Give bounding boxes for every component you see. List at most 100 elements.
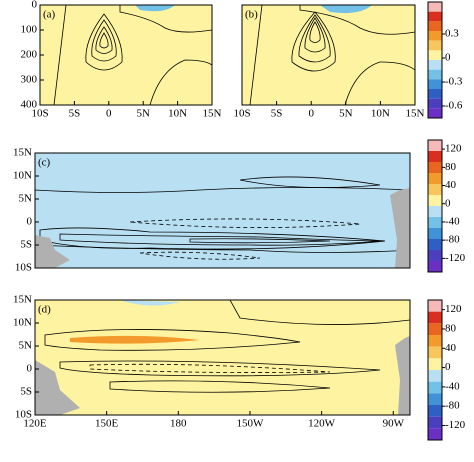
colorbar-swatch xyxy=(428,217,442,228)
y-tick-label: 5N xyxy=(19,193,33,205)
colorbar-swatch xyxy=(428,261,442,272)
colorbar-tick-label: -40 xyxy=(445,380,460,392)
y-tick-label: 5S xyxy=(20,239,32,251)
x-tick-label: 150W xyxy=(237,418,265,430)
colorbar-swatch xyxy=(428,11,442,22)
colorbar-tick-label: -120 xyxy=(445,252,466,264)
field-b xyxy=(242,5,415,105)
x-tick-label: 5N xyxy=(339,108,353,120)
colorbar-swatch xyxy=(428,98,442,109)
x-tick-label: 10S xyxy=(233,108,250,120)
colorbar-swatch xyxy=(428,195,442,206)
colorbar-tick-label: 80 xyxy=(445,322,457,334)
y-tick-label: 0 xyxy=(27,363,33,375)
colorbar-tick-label: 120 xyxy=(445,303,462,315)
y-tick-label: 0 xyxy=(32,0,38,11)
colorbar-frame xyxy=(427,139,443,273)
colorbar-swatch xyxy=(428,370,442,382)
colorbar-swatch xyxy=(428,228,442,239)
colorbar-swatch xyxy=(428,60,442,70)
y-tick-label: 5N xyxy=(19,340,33,352)
plot-frame xyxy=(34,152,411,269)
x-tick-label: 5S xyxy=(271,108,283,120)
colorbar-tick-label: 0 xyxy=(445,361,451,373)
colorbar-swatch xyxy=(428,31,442,41)
colorbar-swatch xyxy=(428,405,442,417)
colorbar-swatch xyxy=(428,311,442,324)
y-tick-label: 5S xyxy=(20,386,32,398)
colorbar-tick-label: 40 xyxy=(445,342,457,354)
colorbar-frame xyxy=(427,1,443,119)
colorbar-tick-label: -0.6 xyxy=(445,100,463,112)
y-tick-label: 15N xyxy=(13,294,32,306)
y-tick-label: 0 xyxy=(27,216,33,228)
colorbar-swatch xyxy=(428,358,442,370)
colorbar-tick-label: -80 xyxy=(445,234,460,246)
panel-label: (b) xyxy=(245,9,258,21)
x-tick-label: 180 xyxy=(170,418,187,430)
field-c xyxy=(35,153,410,268)
y-tick-label: 10S xyxy=(15,409,32,421)
colorbar-tick-label: 0 xyxy=(445,52,451,64)
colorbar-swatch xyxy=(428,89,442,99)
y-tick-label: 400 xyxy=(21,99,38,111)
plot-frame xyxy=(241,4,416,106)
colorbar-tick-label: 80 xyxy=(445,161,457,173)
x-tick-label: 10N xyxy=(168,108,187,120)
colorbar-swatch xyxy=(428,184,442,195)
x-tick-label: 150E xyxy=(95,418,119,430)
colorbar-tick-label: -80 xyxy=(445,400,460,412)
colorbar-tick-label: -40 xyxy=(445,215,460,227)
x-tick-label: 10N xyxy=(371,108,390,120)
colorbar-swatch xyxy=(428,428,442,440)
colorbar-tick-label: -0.3 xyxy=(445,76,463,88)
colorbar-swatch xyxy=(428,79,442,89)
colorbar-tick-label: 40 xyxy=(445,179,457,191)
colorbar-swatch xyxy=(428,108,442,118)
colorbar-swatch xyxy=(428,206,442,217)
colorbar-swatch xyxy=(428,40,442,51)
x-tick-label: 5S xyxy=(69,108,81,120)
colorbar-swatch xyxy=(428,346,442,359)
field-a xyxy=(40,5,212,105)
x-tick-label: 90W xyxy=(383,418,405,430)
colorbar-swatch xyxy=(428,250,442,261)
colorbar-swatch xyxy=(428,323,442,335)
colorbar-swatch xyxy=(428,2,442,12)
colorbar-swatch xyxy=(428,416,442,429)
x-tick-label: 15N xyxy=(406,108,425,120)
colorbar-swatch xyxy=(428,173,442,184)
colorbar-swatch xyxy=(428,151,442,162)
x-tick-label: 120E xyxy=(23,418,47,430)
colorbar-swatch xyxy=(428,381,442,394)
plot-frame xyxy=(34,299,411,416)
y-tick-label: 100 xyxy=(21,24,38,36)
colorbar-frame xyxy=(427,299,443,441)
colorbar-tick-label: 0 xyxy=(445,197,451,209)
colorbar-tick-label: 0.3 xyxy=(445,28,459,40)
y-tick-label: 10N xyxy=(13,317,32,329)
colorbar-swatch xyxy=(428,162,442,173)
y-tick-label: 10S xyxy=(15,262,32,274)
field-d xyxy=(35,300,410,415)
colorbar-swatch xyxy=(428,335,442,347)
colorbar-tick-label: -120 xyxy=(445,419,466,431)
colorbar-swatch xyxy=(428,50,442,60)
x-tick-label: 15N xyxy=(203,108,222,120)
y-tick-label: 300 xyxy=(21,74,38,86)
x-tick-label: 10S xyxy=(31,108,48,120)
y-tick-label: 15N xyxy=(13,147,32,159)
x-tick-label: 0 xyxy=(308,108,314,120)
panel-label: (d) xyxy=(38,304,51,316)
colorbar-swatch xyxy=(428,239,442,250)
y-tick-label: 200 xyxy=(21,49,38,61)
colorbar-swatch xyxy=(428,21,442,31)
colorbar-swatch xyxy=(428,69,442,80)
x-tick-label: 5N xyxy=(136,108,150,120)
panel-label: (a) xyxy=(43,9,56,21)
x-tick-label: 0 xyxy=(106,108,112,120)
panel-label: (c) xyxy=(38,157,51,169)
colorbar-swatch xyxy=(428,393,442,405)
y-tick-label: 10N xyxy=(13,170,32,182)
